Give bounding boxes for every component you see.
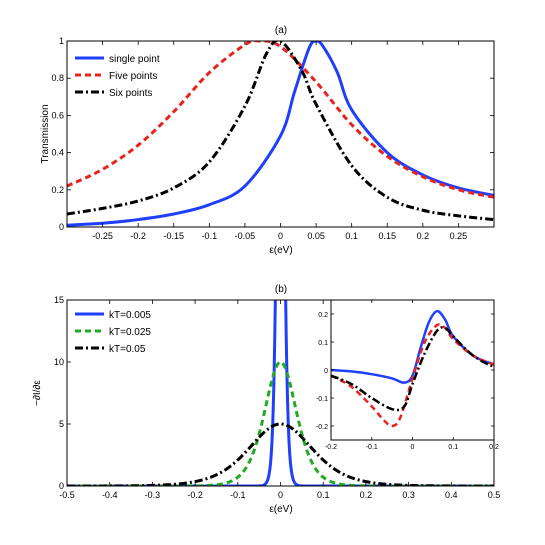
panel-b-xtick-label: 0: [278, 490, 283, 500]
panel-a-ylabel: Transmission: [40, 104, 51, 163]
legend-a-label-2: Six points: [109, 88, 152, 99]
panel-b-title: (b): [275, 284, 287, 295]
panel-a-ytick-label: 1: [59, 36, 64, 46]
panel-a-ytick-label: 0.6: [51, 110, 64, 120]
panel-b-xtick-label: -0.5: [59, 490, 75, 500]
panel-b-legend: kT=0.005 kT=0.025 kT=0.05: [75, 310, 151, 355]
panel-a-xtick-label: -0.25: [92, 231, 113, 241]
panel-a-xtick-label: 0.1: [345, 231, 358, 241]
panel-b-ytick-label: 0: [59, 481, 64, 491]
panel-a-series: [67, 41, 494, 227]
panel-a-ytick-label: 0.8: [51, 73, 64, 83]
series-line-single-point: [67, 41, 494, 227]
panel-b-xtick-label: -0.3: [145, 490, 161, 500]
panel-a-xtick-label: 0.15: [378, 231, 396, 241]
panel-b-ytick-label: 10: [54, 357, 64, 367]
inset-xtick-label: 0.2: [489, 444, 499, 451]
panel-a-xtick-label: 0.2: [417, 231, 430, 241]
inset-series-line-1: [331, 323, 494, 428]
inset-series: [331, 309, 494, 428]
inset-ticks: -0.2 -0.1 0 0.1 0.2 -0.2 -0.1 0 0.1 0.2: [316, 300, 499, 451]
panel-a-xlabel: ε(eV): [269, 245, 292, 256]
panel-b-ytick-label: 15: [54, 295, 64, 305]
panel-a-ytick-label: 0: [59, 222, 64, 232]
inset-background: [331, 300, 494, 440]
inset-ytick-label: -0.2: [316, 424, 328, 431]
panel-a-xtick-label: -0.05: [235, 231, 256, 241]
panel-a-legend: single point Five points Six points: [75, 54, 160, 99]
panel-a-xtick-label: 0: [278, 231, 283, 241]
legend-a-label-1: Five points: [109, 71, 157, 82]
legend-b-label-1: kT=0.025: [109, 327, 151, 338]
panel-b-xtick-label: 0.1: [317, 490, 330, 500]
legend-a-label-0: single point: [109, 54, 160, 65]
inset-xtick-label: -0.1: [366, 444, 378, 451]
panel-b-xtick-label: -0.2: [187, 490, 203, 500]
panel-a-xtick-label: -0.2: [130, 231, 146, 241]
inset-ytick-label: -0.1: [316, 396, 328, 403]
panel-b-xlabel: ε(eV): [269, 504, 292, 515]
panel-a-ytick-label: 0.2: [51, 185, 64, 195]
inset-ytick-label: 0: [324, 368, 328, 375]
inset-series-line-2: [331, 326, 494, 412]
legend-b-label-0: kT=0.005: [109, 310, 151, 321]
panel-b-xtick-label: -0.1: [230, 490, 246, 500]
panel-a-xtick-label: 0.05: [307, 231, 325, 241]
panel-a: (a) -0.25 -0.2 -0.15 -0.1 -0.05 0 0.05 0.1 0.15 0…: [40, 25, 495, 256]
inset-ytick-label: 0.2: [318, 312, 328, 319]
panel-b-xtick-label: 0.5: [488, 490, 501, 500]
series-line-six-points: [67, 41, 494, 222]
panel-b-xtick-label: 0.4: [445, 490, 458, 500]
panel-b-ylabel: −∂I/∂ε: [32, 380, 43, 406]
inset-xtick-label: 0: [411, 444, 415, 451]
legend-b-label-2: kT=0.05: [109, 344, 146, 355]
inset-ytick-label: 0.1: [318, 340, 328, 347]
panel-b-xtick-label: 0.3: [402, 490, 415, 500]
panel-a-xtick-label: 0.25: [450, 231, 468, 241]
panel-b-ticks: -0.5 -0.4 -0.3 -0.2 -0.1 0 0.1 0.2 0.3 0.4 0.5 0 5 10…: [54, 295, 500, 500]
panel-b-ytick-label: 5: [59, 419, 64, 429]
panel-b: (b) -0.5 -0.4 -0.3 -0.2 -0.1 0 0.1 0.2 0.3 0.4 0.5…: [32, 284, 500, 515]
panel-a-title: (a): [275, 25, 287, 36]
panel-a-ticks: -0.25 -0.2 -0.15 -0.1 -0.05 0 0.05 0.1 0.15 0.2 0.…: [51, 36, 494, 241]
inset-plot: -0.2 -0.1 0 0.1 0.2 -0.2 -0.1 0 0.1 0.2: [316, 299, 499, 451]
inset-xtick-label: 0.1: [448, 444, 458, 451]
panel-a-ytick-label: 0.4: [51, 148, 64, 158]
panel-b-xtick-label: -0.4: [102, 490, 118, 500]
panel-a-xtick-label: -0.1: [202, 231, 218, 241]
panel-a-xtick-label: -0.15: [163, 231, 184, 241]
panel-b-xtick-label: 0.2: [360, 490, 373, 500]
inset-xtick-label: -0.2: [325, 444, 337, 451]
